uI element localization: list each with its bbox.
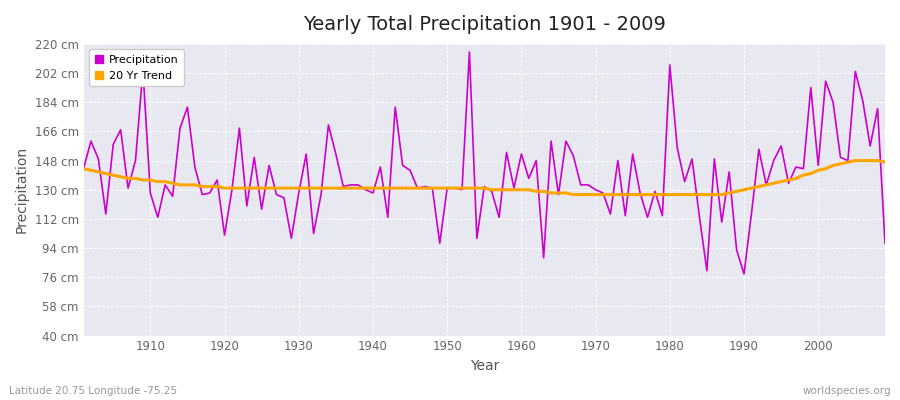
X-axis label: Year: Year [470, 359, 499, 373]
Text: worldspecies.org: worldspecies.org [803, 386, 891, 396]
Title: Yearly Total Precipitation 1901 - 2009: Yearly Total Precipitation 1901 - 2009 [302, 15, 666, 34]
Text: Latitude 20.75 Longitude -75.25: Latitude 20.75 Longitude -75.25 [9, 386, 177, 396]
Legend: Precipitation, 20 Yr Trend: Precipitation, 20 Yr Trend [89, 50, 184, 86]
Y-axis label: Precipitation: Precipitation [15, 146, 29, 233]
